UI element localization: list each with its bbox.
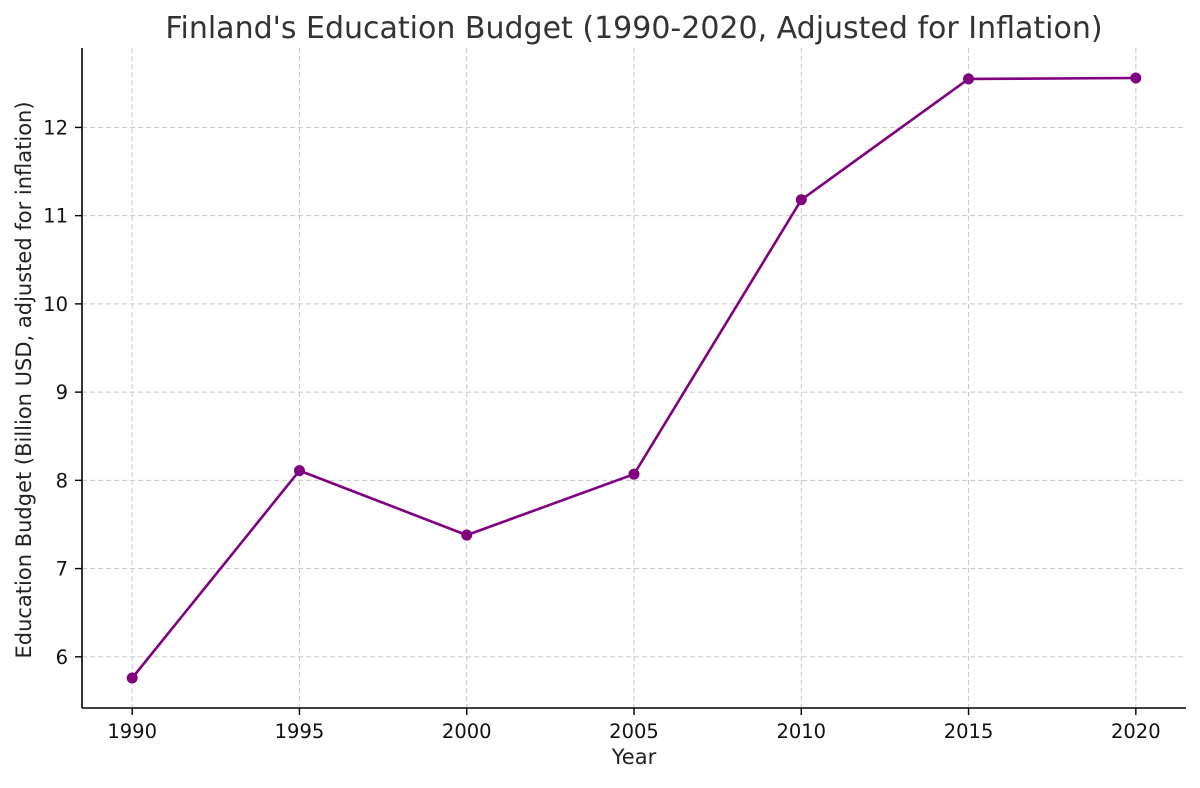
y-tick-label: 9 bbox=[56, 381, 68, 404]
x-tick-label: 2015 bbox=[944, 720, 994, 743]
x-tick-label: 2010 bbox=[776, 720, 826, 743]
y-axis-label: Education Budget (Billion USD, adjusted … bbox=[12, 101, 36, 658]
x-axis-label: Year bbox=[611, 745, 657, 769]
y-tick-label: 8 bbox=[56, 469, 68, 492]
data-point-marker bbox=[461, 529, 473, 541]
x-tick-label: 2000 bbox=[442, 720, 492, 743]
x-tick-label: 1995 bbox=[275, 720, 325, 743]
grid-layer bbox=[82, 48, 1186, 708]
data-point-marker bbox=[293, 465, 305, 477]
chart-title: Finland's Education Budget (1990-2020, A… bbox=[165, 11, 1102, 46]
y-tick-label: 12 bbox=[43, 116, 68, 139]
y-tick-label: 6 bbox=[56, 646, 68, 669]
x-tick-label: 1990 bbox=[107, 720, 157, 743]
y-tick-label: 7 bbox=[56, 558, 68, 581]
series-layer bbox=[126, 72, 1142, 684]
y-tick-label: 11 bbox=[43, 205, 68, 228]
ticks-layer: 1990 1995 2000 2005 2010 2015 2020 6 7 8 9 10 11 12 bbox=[43, 116, 1160, 743]
x-tick-label: 2020 bbox=[1111, 720, 1161, 743]
data-point-marker bbox=[963, 73, 975, 85]
data-point-marker bbox=[628, 468, 640, 480]
x-tick-label: 2005 bbox=[609, 720, 659, 743]
data-point-marker bbox=[795, 194, 807, 206]
y-tick-label: 10 bbox=[43, 293, 68, 316]
data-point-marker bbox=[126, 672, 138, 684]
data-point-marker bbox=[1130, 72, 1142, 84]
